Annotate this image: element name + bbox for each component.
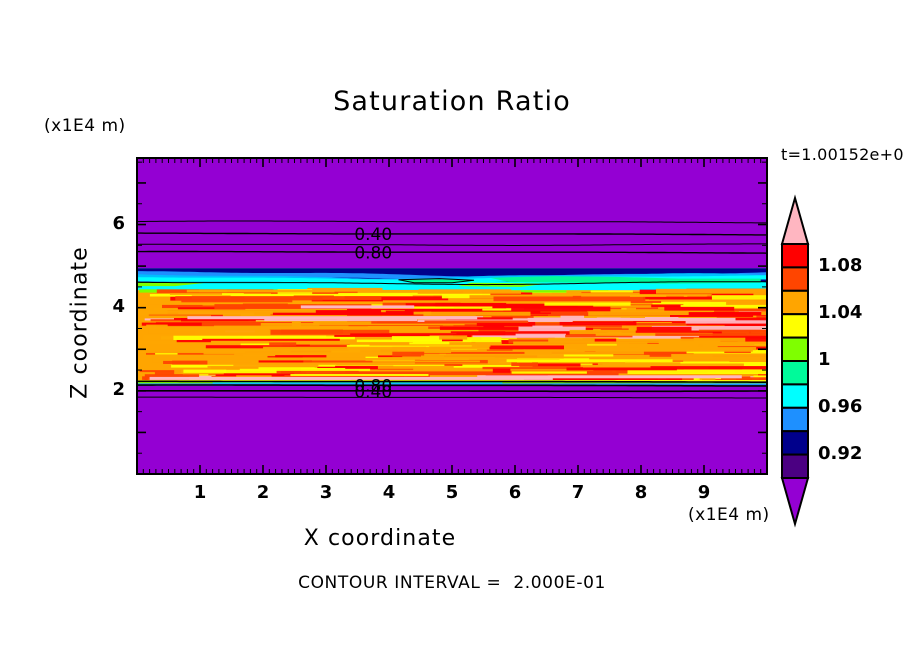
x-tick-label: 8 — [634, 482, 648, 503]
contour-label: 0.80 — [354, 243, 392, 263]
colorbar-tick-label: 1 — [818, 349, 831, 370]
x-tick-label: 9 — [697, 482, 711, 503]
colorbar-tick-label: 0.92 — [818, 442, 863, 464]
y-axis-unit-label: (x1E4 m) — [44, 116, 126, 136]
x-tick-label: 7 — [571, 482, 585, 503]
x-tick-label: 5 — [445, 482, 459, 503]
time-stamp-label: t=1.00152e+07 — [781, 145, 904, 164]
colorbar-tick-label: 0.96 — [818, 395, 863, 417]
page-title: Saturation Ratio — [333, 86, 571, 117]
x-tick-label: 3 — [319, 482, 333, 503]
contour-interval-note: CONTOUR INTERVAL = 2.000E-01 — [298, 573, 606, 593]
x-tick-label: 2 — [256, 482, 270, 503]
y-tick-label: 6 — [112, 212, 125, 234]
x-tick-label: 6 — [508, 482, 522, 503]
x-axis-unit-label: (x1E4 m) — [688, 505, 770, 525]
contour-label: 0.80 — [354, 376, 392, 396]
colorbar-tick-label: 1.08 — [818, 255, 863, 277]
contour-label: 0.40 — [354, 383, 392, 403]
y-tick-label: 4 — [112, 295, 125, 317]
y-tick-label: 2 — [112, 378, 125, 400]
x-tick-label: 4 — [382, 482, 396, 503]
colorbar-tick-label: 1.04 — [818, 302, 863, 324]
x-axis-title: X coordinate — [303, 526, 457, 551]
x-tick-label: 1 — [193, 482, 207, 503]
contour-label: 0.40 — [354, 225, 392, 245]
